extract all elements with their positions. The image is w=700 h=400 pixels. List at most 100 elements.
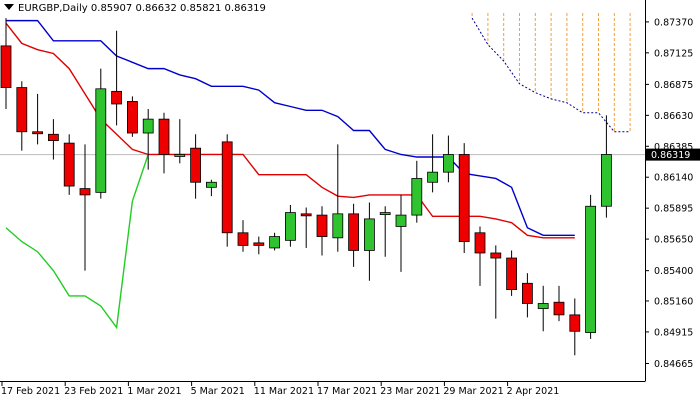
candle-body xyxy=(158,118,170,155)
candles[interactable] xyxy=(0,18,612,356)
ohlc-close: 0.86319 xyxy=(224,3,266,14)
candle-body xyxy=(490,252,502,259)
candle-body xyxy=(442,154,454,173)
candle-body xyxy=(474,232,486,254)
price-tick-label: 0.85895 xyxy=(654,204,693,215)
candle-body xyxy=(553,301,565,316)
candle-body xyxy=(348,213,360,251)
candle-body xyxy=(63,142,75,187)
candle-body xyxy=(411,178,423,216)
candle-body xyxy=(395,214,407,227)
candle-body xyxy=(95,88,107,193)
candle[interactable] xyxy=(205,179,217,197)
candle[interactable] xyxy=(458,143,470,253)
candle-body xyxy=(458,154,470,243)
candle-body xyxy=(300,213,312,217)
candle[interactable] xyxy=(300,207,312,248)
candle[interactable] xyxy=(32,93,43,145)
candle-body xyxy=(79,188,91,196)
candle[interactable] xyxy=(16,81,28,151)
candle-body xyxy=(537,303,549,309)
ohlc-low: 0.85821 xyxy=(180,3,222,14)
candle-body xyxy=(522,282,533,304)
candle[interactable] xyxy=(442,135,454,183)
time-axis: 17 Feb 2021 23 Feb 2021 1 Mar 2021 5 Mar 20… xyxy=(1,381,559,397)
candle[interactable] xyxy=(63,134,75,195)
price-tick-label: 0.86630 xyxy=(654,111,693,122)
candle[interactable] xyxy=(221,134,233,247)
candle[interactable] xyxy=(95,68,107,199)
candle-body xyxy=(32,131,43,135)
date-tick-label: 2 Apr 2021 xyxy=(507,386,560,397)
tenkan-sen-line xyxy=(6,19,575,237)
candle-body xyxy=(269,236,281,249)
candle[interactable] xyxy=(190,134,202,199)
candle[interactable] xyxy=(411,160,423,223)
candle[interactable] xyxy=(585,194,596,339)
candle[interactable] xyxy=(506,250,518,296)
ohlc-high: 0.86632 xyxy=(135,3,177,14)
ohlc-open: 0.85907 xyxy=(90,3,133,14)
candle-body xyxy=(127,101,138,134)
candle-body xyxy=(174,154,186,157)
candle[interactable] xyxy=(0,18,12,110)
candle[interactable] xyxy=(284,204,296,247)
candle-body xyxy=(142,118,154,134)
candle[interactable] xyxy=(269,232,281,251)
candle-body xyxy=(221,141,233,234)
candle-body xyxy=(284,212,296,241)
candle[interactable] xyxy=(553,285,565,322)
candle[interactable] xyxy=(490,245,502,319)
candle-body xyxy=(569,314,581,332)
price-tick-label: 0.86385 xyxy=(654,142,693,153)
date-tick-label: 1 Mar 2021 xyxy=(127,386,181,397)
senkou-span-b-line xyxy=(471,17,631,133)
indicator-lines xyxy=(5,19,575,330)
collapse-triangle-icon[interactable] xyxy=(4,4,14,10)
price-tick-label: 0.86875 xyxy=(654,80,693,91)
price-tick-label: 0.84665 xyxy=(654,359,693,370)
candle[interactable] xyxy=(395,194,407,272)
price-tick-label: 0.85160 xyxy=(654,296,693,307)
candle-body xyxy=(205,181,217,188)
candle[interactable] xyxy=(127,96,138,137)
candle[interactable] xyxy=(332,144,344,252)
candle[interactable] xyxy=(601,115,612,218)
candle[interactable] xyxy=(363,202,375,281)
current-price-tag-label: 0.86319 xyxy=(651,150,690,161)
candle-body xyxy=(379,212,391,215)
candle[interactable] xyxy=(111,30,122,126)
candle-body xyxy=(363,218,375,251)
date-tick-label: 17 Mar 2021 xyxy=(317,386,377,397)
candle[interactable] xyxy=(79,144,91,271)
candle[interactable] xyxy=(569,298,581,356)
candle[interactable] xyxy=(158,112,170,174)
candle[interactable] xyxy=(522,273,533,318)
candle[interactable] xyxy=(427,134,439,193)
date-tick-label: 23 Mar 2021 xyxy=(380,386,440,397)
date-tick-label: 17 Feb 2021 xyxy=(1,386,60,397)
candle[interactable] xyxy=(316,206,328,256)
candle[interactable] xyxy=(379,206,391,257)
axes xyxy=(0,0,646,382)
candle[interactable] xyxy=(174,119,186,164)
price-tick-label: 0.85650 xyxy=(654,235,693,246)
date-tick-label: 11 Mar 2021 xyxy=(254,386,314,397)
candle[interactable] xyxy=(237,220,249,252)
price-tick-label: 0.87125 xyxy=(654,48,693,59)
candle[interactable] xyxy=(348,203,360,267)
candle[interactable] xyxy=(537,285,549,332)
candle[interactable] xyxy=(142,109,154,170)
candle[interactable] xyxy=(474,226,486,286)
chikou-span-line xyxy=(5,154,149,330)
price-axis: 0.87370 0.87125 0.86875 0.86630 0.86385 0.861… xyxy=(645,17,693,370)
candle[interactable] xyxy=(253,236,265,255)
candle[interactable] xyxy=(48,119,59,160)
candle-body xyxy=(585,205,596,333)
current-price-tag-bg xyxy=(646,148,700,161)
candle-body xyxy=(427,171,439,183)
price-tick-label: 0.87370 xyxy=(654,17,693,28)
date-tick-label: 23 Feb 2021 xyxy=(64,386,123,397)
symbol-label: EURGBP,Daily xyxy=(18,3,88,14)
